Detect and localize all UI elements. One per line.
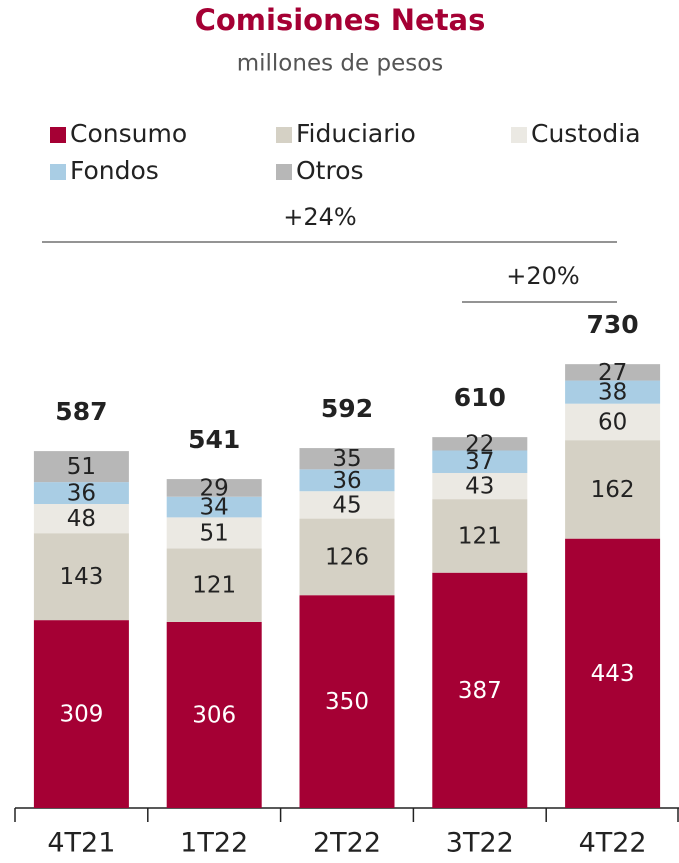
legend-swatch (276, 127, 292, 143)
x-tick-label: 4T21 (47, 828, 115, 859)
bar-segment (33, 504, 129, 534)
total-label: 610 (454, 383, 506, 412)
bar-segment (565, 364, 661, 381)
segment-label: 35 (332, 446, 361, 472)
segment-label: 443 (591, 661, 635, 687)
legend-label: Consumo (70, 119, 187, 148)
bar-segment (565, 538, 661, 808)
segment-label: 43 (465, 474, 494, 500)
bar-segment (166, 548, 262, 622)
bar-segment (299, 518, 395, 596)
segment-label: 36 (67, 481, 96, 507)
bar-segment (565, 380, 661, 404)
segment-label: 350 (325, 689, 369, 715)
segment-label: 51 (67, 454, 96, 480)
bar-segment (166, 621, 262, 808)
segment-label: 38 (598, 380, 627, 406)
legend-swatch (511, 127, 527, 143)
chart-title: Comisiones Netas (195, 3, 486, 37)
segment-label: 37 (465, 449, 494, 475)
total-label: 592 (321, 394, 373, 423)
x-tick-label: 3T22 (446, 828, 514, 859)
legend-swatch (50, 164, 66, 180)
segment-label: 309 (59, 702, 103, 728)
bar-segment (299, 448, 395, 470)
segment-label: 60 (598, 409, 627, 435)
total-label: 541 (188, 425, 240, 454)
annotation: +24% (283, 203, 356, 231)
segment-label: 36 (332, 468, 361, 494)
bar-segment (33, 533, 129, 621)
bar-segment (299, 469, 395, 492)
bar-segment (565, 403, 661, 441)
legend-swatch (276, 164, 292, 180)
segment-label: 34 (200, 495, 229, 521)
bar-segment (432, 437, 528, 451)
legend-label: Fiduciario (296, 119, 416, 148)
legend-label: Otros (296, 156, 364, 185)
segment-label: 162 (591, 477, 635, 503)
total-label: 730 (587, 310, 639, 339)
segment-label: 387 (458, 678, 502, 704)
segment-label: 22 (465, 431, 494, 457)
bar-segment (565, 440, 661, 539)
bar-segment (432, 499, 528, 573)
legend-label: Fondos (70, 156, 159, 185)
bar-segment (166, 479, 262, 497)
bar-segment (299, 595, 395, 808)
bar-segment (166, 496, 262, 518)
segment-label: 45 (332, 492, 361, 518)
chart-subtitle: millones de pesos (237, 51, 444, 77)
bar-segment (432, 472, 528, 500)
segment-label: 143 (59, 564, 103, 590)
segment-label: 121 (458, 523, 502, 549)
x-tick-label: 4T22 (579, 828, 647, 859)
bar-segment (33, 482, 129, 504)
bar-segment (432, 572, 528, 808)
bar-segment (432, 450, 528, 473)
segment-label: 29 (200, 475, 229, 501)
legend-swatch (50, 127, 66, 143)
bar-segment (166, 517, 262, 549)
bar-segment (33, 620, 129, 808)
bar-segment (33, 451, 129, 483)
bar-segment (299, 491, 395, 519)
legend-label: Custodia (531, 119, 641, 148)
x-tick-label: 1T22 (180, 828, 248, 859)
segment-label: 121 (192, 573, 236, 599)
x-tick-label: 2T22 (313, 828, 381, 859)
segment-label: 126 (325, 544, 369, 570)
segment-label: 27 (598, 360, 627, 386)
segment-label: 306 (192, 702, 236, 728)
segment-label: 48 (67, 506, 96, 532)
annotation: +20% (506, 262, 579, 290)
total-label: 587 (55, 397, 107, 426)
segment-label: 51 (200, 520, 229, 546)
